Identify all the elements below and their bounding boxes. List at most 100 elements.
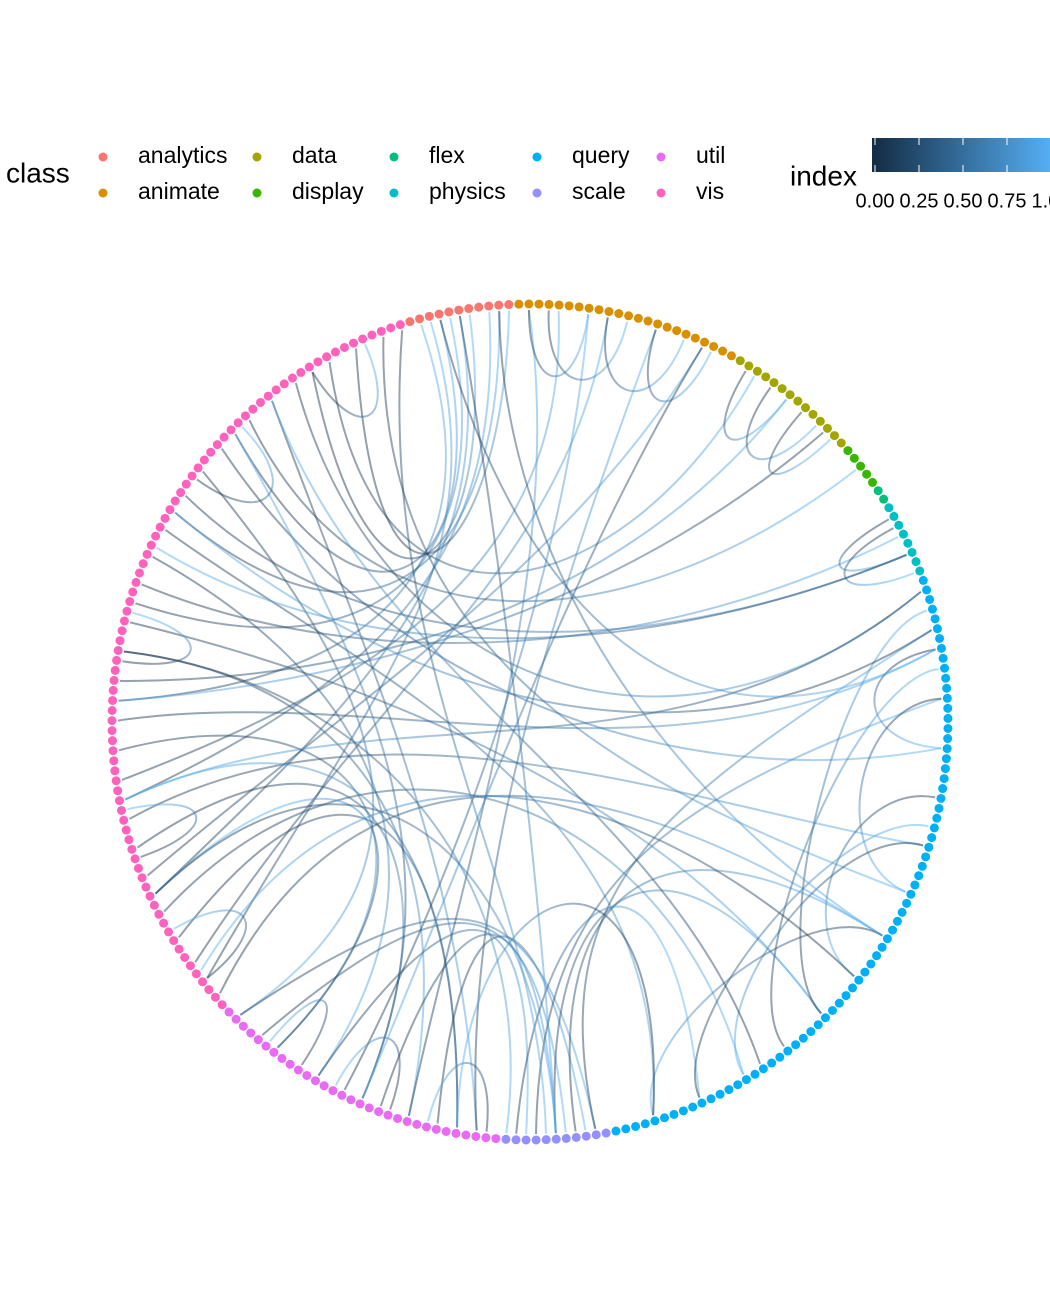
node xyxy=(155,522,165,532)
node xyxy=(248,404,258,414)
node xyxy=(412,1119,422,1129)
node xyxy=(783,1046,793,1056)
edge xyxy=(154,803,557,1134)
node xyxy=(930,614,940,624)
edge xyxy=(122,611,192,665)
node xyxy=(119,815,129,825)
node xyxy=(355,1099,365,1109)
node xyxy=(941,673,951,683)
node xyxy=(424,311,434,321)
node xyxy=(915,566,925,576)
node xyxy=(287,373,297,383)
node xyxy=(170,496,180,506)
node xyxy=(942,693,952,703)
node xyxy=(514,299,524,309)
node xyxy=(238,1021,248,1031)
node xyxy=(531,1135,541,1145)
node xyxy=(367,330,377,340)
edge xyxy=(723,370,788,441)
node xyxy=(827,1005,837,1015)
node xyxy=(843,446,853,456)
node xyxy=(829,431,839,441)
node xyxy=(715,1089,725,1099)
node xyxy=(277,1053,287,1063)
edge xyxy=(129,621,823,1015)
node xyxy=(943,703,953,713)
node xyxy=(925,594,935,604)
node xyxy=(584,303,594,313)
node xyxy=(263,391,273,401)
edge xyxy=(154,797,380,1049)
node xyxy=(718,346,728,356)
edge xyxy=(124,311,492,801)
node xyxy=(798,1033,808,1043)
node xyxy=(113,645,123,655)
node xyxy=(198,977,208,987)
node xyxy=(932,813,942,823)
edge xyxy=(355,310,511,555)
node xyxy=(848,983,858,993)
node xyxy=(169,936,179,946)
edge xyxy=(127,803,198,858)
legend-label: animate xyxy=(138,178,220,204)
node xyxy=(854,975,864,985)
node xyxy=(210,992,220,1002)
node xyxy=(176,488,186,498)
node xyxy=(164,927,174,937)
legend-label: query xyxy=(572,142,630,168)
node xyxy=(907,547,917,557)
edge xyxy=(427,1061,489,1132)
node xyxy=(856,461,866,471)
node xyxy=(524,299,534,309)
node xyxy=(246,1028,256,1038)
node xyxy=(640,1119,650,1129)
edge xyxy=(202,470,375,1016)
node xyxy=(233,418,243,428)
node xyxy=(924,842,934,852)
node xyxy=(134,568,144,578)
node xyxy=(146,540,156,550)
edge xyxy=(382,336,906,893)
node xyxy=(115,636,125,646)
edge xyxy=(646,329,712,403)
legend-label: flex xyxy=(429,142,465,168)
node xyxy=(938,653,948,663)
legend-key xyxy=(532,152,542,162)
node xyxy=(554,300,564,310)
node xyxy=(943,713,953,723)
node xyxy=(897,907,907,917)
node xyxy=(206,447,216,457)
node xyxy=(942,744,952,754)
node xyxy=(614,309,624,319)
node xyxy=(109,675,119,685)
legend-key xyxy=(656,188,666,198)
colorbar-tick-label: 0.00 xyxy=(856,190,895,212)
node xyxy=(339,342,349,352)
node xyxy=(929,823,939,833)
edge xyxy=(515,905,701,1134)
node xyxy=(199,455,209,465)
node xyxy=(927,833,937,843)
node xyxy=(224,1007,234,1017)
node xyxy=(119,616,129,626)
node xyxy=(364,1103,374,1113)
node xyxy=(109,756,119,766)
node xyxy=(906,889,916,899)
node xyxy=(231,1014,241,1024)
node xyxy=(941,754,951,764)
node xyxy=(174,944,184,954)
node xyxy=(358,334,368,344)
legend-key xyxy=(252,152,262,162)
node xyxy=(903,538,913,548)
node xyxy=(594,305,604,315)
edge xyxy=(156,546,907,640)
node xyxy=(709,341,719,351)
node xyxy=(133,863,143,873)
node xyxy=(882,934,892,944)
node xyxy=(892,916,902,926)
node xyxy=(793,396,803,406)
legend-label: analytics xyxy=(138,142,227,168)
node xyxy=(777,384,787,394)
node xyxy=(253,1035,263,1045)
legend-key xyxy=(389,188,399,198)
